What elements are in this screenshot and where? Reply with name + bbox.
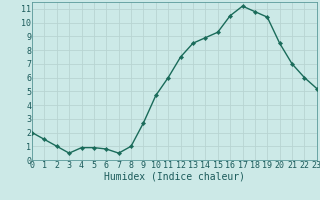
X-axis label: Humidex (Indice chaleur): Humidex (Indice chaleur) (104, 171, 245, 181)
